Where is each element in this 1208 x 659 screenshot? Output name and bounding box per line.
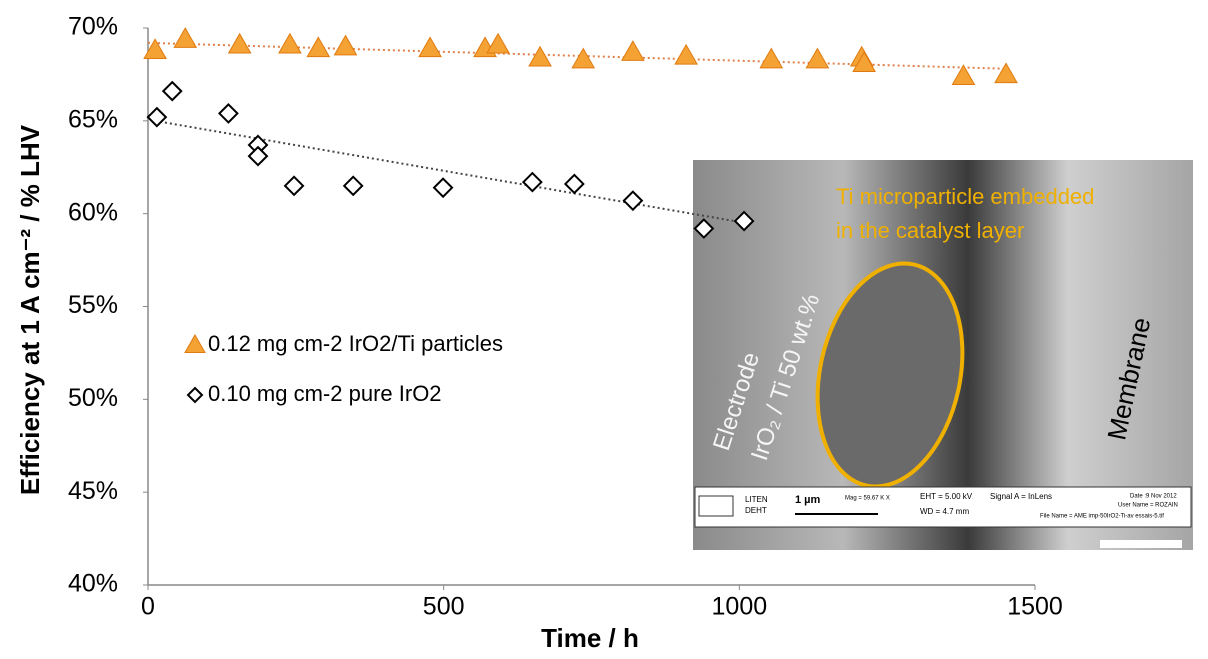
triangle-marker (173, 27, 198, 48)
callout: in the catalyst layer (836, 218, 1024, 243)
legend-label: 0.12 mg cm-2 IrO2/Ti particles (208, 331, 503, 356)
y-tick-label: 45% (68, 477, 118, 505)
sem-meta: Signal A = InLens (990, 492, 1052, 501)
triangle-marker (621, 40, 645, 61)
trendline (147, 41, 1009, 70)
sem-meta: EHT = 5.00 kV (920, 492, 973, 501)
triangle-marker (852, 51, 876, 73)
diamond-marker (563, 173, 585, 195)
triangle-marker (227, 32, 252, 54)
highlight-ellipse (815, 261, 965, 489)
diamond-marker (146, 106, 168, 128)
y-tick-label: 40% (68, 570, 118, 598)
triangle-marker (805, 47, 830, 69)
x-tick-label: 1000 (712, 593, 768, 621)
triangle-marker (333, 34, 358, 56)
sem-mark (1100, 540, 1182, 548)
y-tick-label: 65% (68, 105, 118, 133)
meta: LITEN DEHT 1 µm Mag = 59.67 K X EHT = 5.00 k… (745, 492, 1178, 519)
sem-meta: 1 µm (795, 494, 821, 506)
triangle-marker (994, 62, 1018, 84)
sem-meta: Date :9 Nov 2012 (1130, 494, 1177, 500)
diamond-marker (432, 177, 454, 199)
triangle-marker (278, 32, 302, 54)
diamond-marker (218, 102, 239, 124)
x-tick-label: 500 (423, 593, 465, 621)
triangle-marker (571, 47, 596, 69)
triangle-marker (306, 36, 331, 58)
triangle-marker (528, 45, 552, 67)
x-axis-title: Time / h (541, 623, 639, 653)
diamond-marker (342, 175, 364, 197)
y-tick-label: 50% (68, 384, 118, 412)
triangle-marker (759, 47, 784, 69)
sem-meta: WD = 4.7 mm (920, 507, 969, 516)
sem-meta: Mag = 59.67 K X (845, 496, 890, 502)
logo (698, 495, 734, 517)
triangle-marker (143, 38, 167, 60)
sem-image: Ti microparticle embedded in the catalys… (693, 160, 1193, 550)
legend-marker (186, 386, 204, 404)
triangle-marker (486, 32, 510, 54)
diamond-marker (161, 80, 183, 102)
diamond-marker (521, 171, 543, 193)
diamond-marker (622, 190, 644, 212)
diamond-marker (247, 145, 269, 167)
y-tick-label: 60% (68, 198, 118, 226)
y-tick-label: 55% (68, 291, 118, 319)
x-tick-label: 0 (141, 593, 155, 621)
legend-label: 0.10 mg cm-2 pure IrO2 (208, 381, 442, 406)
y-axis-title: Efficiency at 1 A cm⁻² / % LHV (15, 124, 45, 495)
sem-meta: User Name = ROZAIN (1118, 503, 1178, 509)
sem-meta: DEHT (745, 506, 767, 515)
triangle-marker (418, 36, 442, 58)
legend-marker (184, 333, 206, 353)
sem-meta: File Name = AME imp-50IrO2-Ti-av essais-… (1040, 514, 1164, 520)
y-tick-label: 70% (68, 13, 118, 41)
info-bar (694, 486, 1192, 528)
triangle-marker (951, 64, 976, 86)
diamond-marker (733, 210, 755, 232)
callout: Ti microparticle embedded (836, 184, 1094, 209)
diamond-marker (693, 218, 715, 239)
x-tick-label: 1500 (1007, 593, 1063, 621)
triangle-marker (674, 43, 698, 65)
sem-meta: LITEN (745, 495, 768, 504)
diamond-marker (283, 175, 305, 197)
trendline (154, 119, 746, 224)
